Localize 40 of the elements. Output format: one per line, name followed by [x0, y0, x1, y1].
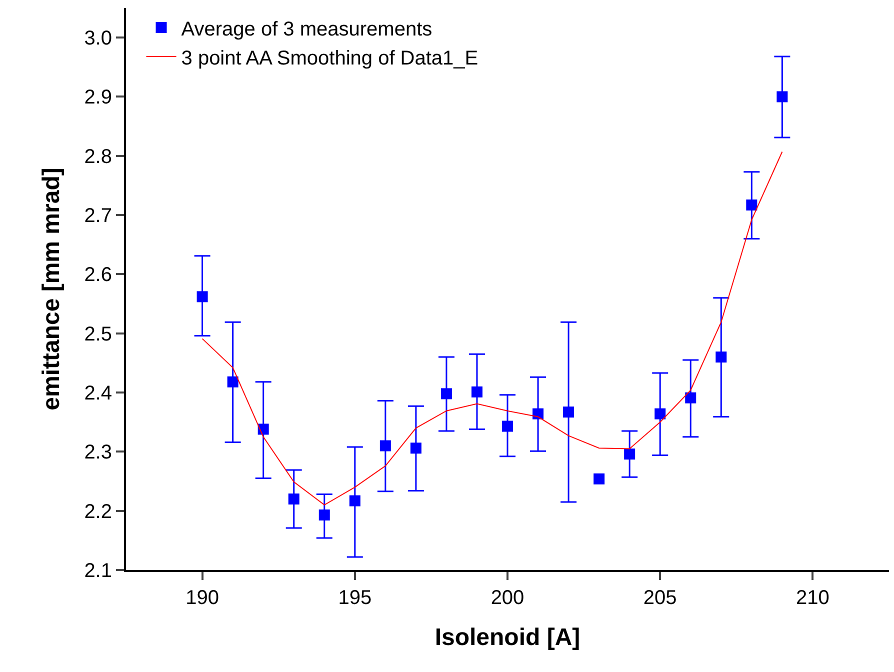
- x-tick-label: 200: [490, 587, 524, 609]
- point: [258, 424, 269, 435]
- point: [196, 291, 208, 302]
- line-series: [202, 151, 783, 506]
- point: [349, 495, 360, 506]
- y-axis-title: emittance [mm mrad]: [38, 168, 65, 410]
- point: [624, 448, 636, 460]
- y-tick-label: 2.4: [84, 382, 112, 405]
- point: [685, 392, 696, 404]
- point: [532, 408, 544, 420]
- y-tick-label: 2.6: [84, 264, 112, 286]
- x-tick-label: 210: [796, 587, 830, 609]
- point: [440, 388, 452, 400]
- point: [502, 420, 513, 432]
- y-tick-label: 2.5: [84, 323, 112, 346]
- y-tick-label: 2.7: [84, 205, 112, 228]
- y-tick-label: 2.8: [84, 146, 112, 168]
- point: [594, 473, 605, 484]
- point: [288, 494, 300, 505]
- y-tick-label: 2.9: [84, 86, 112, 109]
- x-axis-title: Isolenoid [A]: [434, 624, 580, 651]
- point: [776, 91, 788, 102]
- y-tick-label: 3.0: [84, 28, 112, 50]
- legend-label: Average of 3 measurements: [181, 18, 432, 40]
- x-tick-label: 205: [643, 587, 677, 609]
- legend-label: 3 point AA Smoothing of Data1_E: [181, 47, 478, 70]
- y-tick-label: 2.3: [84, 442, 112, 464]
- point: [380, 440, 391, 452]
- y-tick-label: 2.1: [84, 560, 112, 582]
- x-tick-label: 195: [338, 587, 372, 609]
- point: [410, 442, 422, 454]
- point: [318, 509, 330, 520]
- point: [746, 200, 758, 210]
- y-tick-label: 2.2: [84, 500, 112, 523]
- point: [227, 376, 238, 388]
- point: [654, 408, 666, 420]
- point: [716, 352, 727, 363]
- point: [471, 386, 482, 398]
- x-tick-label: 190: [186, 587, 219, 609]
- point: [563, 406, 574, 418]
